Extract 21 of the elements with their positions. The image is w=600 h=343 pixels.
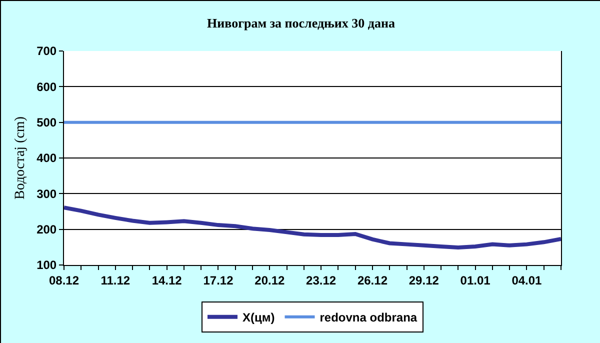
legend-label: redovna odbrana — [320, 310, 418, 325]
y-tick-label: 300 — [36, 186, 57, 201]
x-tick-label: 01.01 — [460, 273, 491, 288]
x-tick-label: 29.12 — [408, 273, 440, 288]
y-tick-label: 200 — [36, 222, 57, 237]
y-tick-label: 400 — [36, 151, 57, 166]
x-tick-label: 08.12 — [48, 273, 80, 288]
x-tick-label: 14.12 — [152, 273, 182, 288]
x-tick-label: 23.12 — [306, 273, 336, 288]
y-axis-title: Водостај (cm) — [13, 116, 28, 200]
x-tick-label: 17.12 — [203, 273, 234, 288]
y-tick-label: 600 — [36, 80, 57, 94]
x-tick-label: 11.12 — [100, 273, 130, 288]
chart-title: Нивограм за последњих 30 дана — [207, 15, 396, 30]
x-tick-label: 20.12 — [254, 273, 285, 288]
y-tick-label: 500 — [36, 116, 57, 130]
y-tick-label: 100 — [36, 258, 57, 272]
legend-label: X(цм) — [242, 310, 275, 325]
x-tick-label: 26.12 — [357, 273, 388, 288]
y-tick-label: 700 — [36, 44, 57, 58]
x-tick-label: 04.01 — [512, 273, 542, 288]
